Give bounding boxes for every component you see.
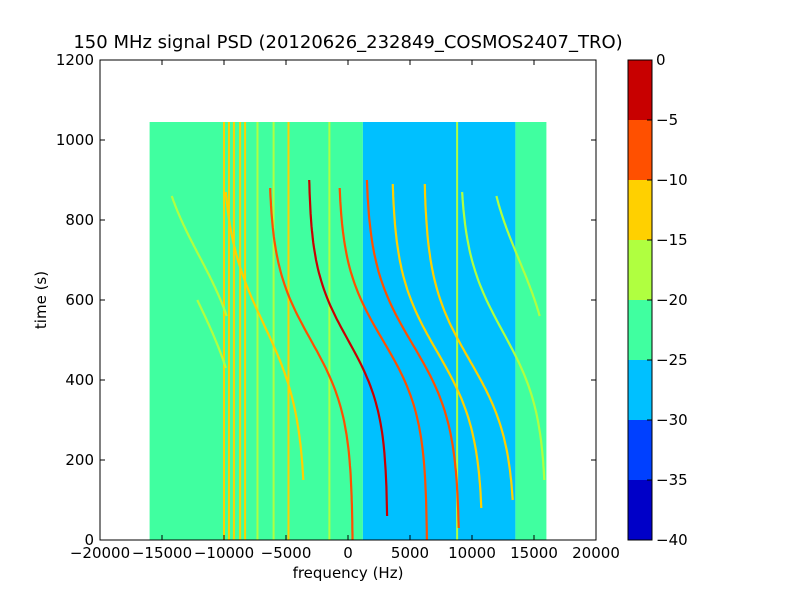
doppler-track — [196, 299, 227, 369]
colorbar-tick-label: −35 — [656, 471, 688, 489]
y-tick-label: 200 — [65, 451, 94, 469]
colorbar-segment — [628, 120, 652, 180]
y-tick-label: 600 — [65, 291, 94, 309]
x-tick-label: 5000 — [391, 544, 429, 562]
y-tick-label: 800 — [65, 211, 94, 229]
doppler-track — [170, 195, 228, 317]
colorbar-tick-label: −30 — [656, 411, 688, 429]
x-tick-label: −5000 — [261, 544, 312, 562]
heatmap-region — [362, 122, 516, 540]
colorbar-segment — [628, 60, 652, 120]
y-tick-label: 0 — [84, 531, 94, 549]
doppler-track — [269, 187, 354, 540]
colorbar: −40 −35 −30 −25 −20 −15 −10 −5 0 — [627, 51, 688, 549]
colorbar-tick-label: −5 — [656, 111, 678, 129]
doppler-track — [365, 179, 460, 529]
doppler-track — [224, 191, 305, 481]
y-axis: 0 200 400 600 800 1000 1200 — [56, 51, 596, 549]
colorbar-tick-label: 0 — [656, 51, 666, 69]
heatmap-region — [515, 122, 547, 540]
colorbar-segment — [628, 360, 652, 420]
doppler-track — [423, 183, 514, 501]
heatmap-region — [149, 122, 363, 540]
y-axis-label: time (s) — [32, 271, 50, 329]
colorbar-segment — [628, 420, 652, 480]
heatmap-area — [149, 122, 547, 540]
y-tick-label: 1000 — [56, 131, 94, 149]
x-tick-label: −20000 — [70, 544, 130, 562]
x-axis: −20000 −15000 −10000 −5000 0 5000 10000 15000 20… — [70, 60, 620, 562]
x-tick-label: 20000 — [572, 544, 620, 562]
colorbar-tick-label: −15 — [656, 231, 688, 249]
doppler-track — [495, 195, 541, 317]
doppler-tracks — [170, 179, 546, 541]
colorbar-tick-label: −20 — [656, 291, 688, 309]
y-tick-label: 1200 — [56, 51, 94, 69]
x-tick-label: 10000 — [448, 544, 496, 562]
x-tick-label: 0 — [343, 544, 353, 562]
chart-title: 150 MHz signal PSD (20120626_232849_COSM… — [73, 32, 622, 53]
doppler-track — [461, 191, 546, 481]
colorbar-segment — [628, 480, 652, 540]
doppler-track — [391, 183, 483, 509]
x-axis-label: frequency (Hz) — [293, 564, 404, 582]
colorbar-segment — [628, 240, 652, 300]
doppler-track — [338, 187, 428, 541]
doppler-track — [308, 179, 389, 517]
x-tick-label: −10000 — [194, 544, 254, 562]
colorbar-tick-label: −25 — [656, 351, 688, 369]
colorbar-tick-label: −10 — [656, 171, 688, 189]
x-tick-label: −15000 — [132, 544, 192, 562]
colorbar-segment — [628, 300, 652, 360]
colorbar-tick-label: −40 — [656, 531, 688, 549]
y-tick-label: 400 — [65, 371, 94, 389]
x-tick-label: 15000 — [510, 544, 558, 562]
colorbar-segment — [628, 180, 652, 240]
